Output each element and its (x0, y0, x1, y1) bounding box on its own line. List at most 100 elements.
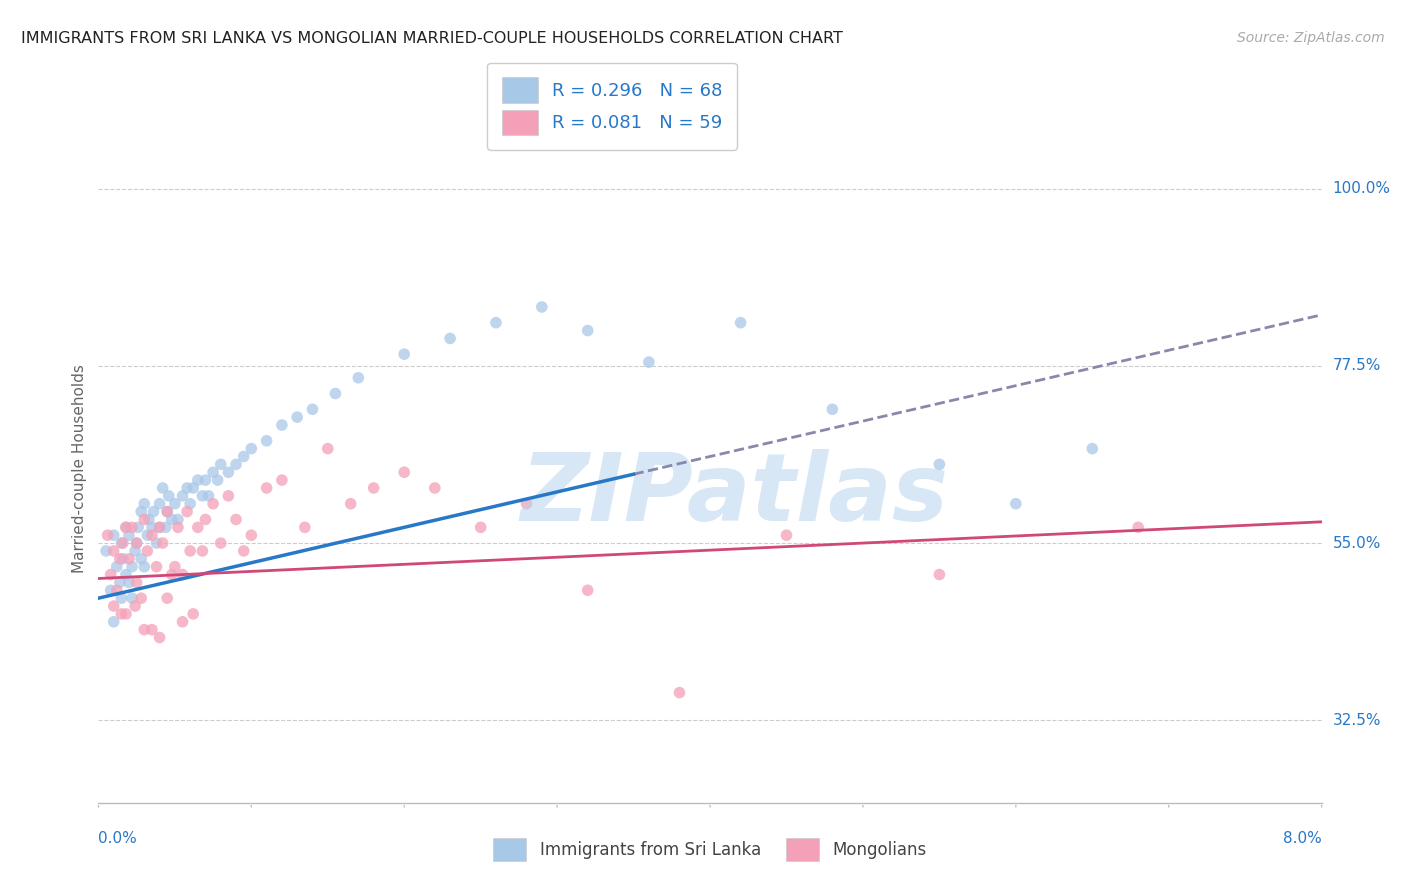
Point (209, 458, 232, 472)
Point (136, 528, 159, 542)
Point (167, 520, 190, 534)
Point (127, 520, 149, 534)
Point (115, 520, 138, 534)
Point (207, 473, 229, 487)
Point (232, 450, 254, 464)
Point (187, 473, 209, 487)
Point (125, 575, 148, 590)
Text: 77.5%: 77.5% (1333, 359, 1381, 374)
Point (94, 544, 117, 558)
Point (637, 355, 661, 369)
Point (149, 497, 172, 511)
Point (439, 331, 461, 345)
Point (232, 544, 254, 558)
Point (172, 567, 194, 582)
Point (515, 497, 537, 511)
Point (103, 599, 125, 613)
Point (339, 497, 361, 511)
Point (115, 607, 138, 621)
Point (108, 575, 131, 590)
Point (1081, 442, 1104, 456)
Point (240, 528, 263, 542)
Point (202, 497, 225, 511)
Point (285, 410, 308, 425)
Point (129, 551, 152, 566)
Point (392, 347, 416, 361)
Point (100, 567, 122, 582)
Point (121, 559, 143, 574)
Text: 0.0%: 0.0% (98, 830, 138, 846)
Point (129, 505, 152, 519)
Point (145, 559, 167, 574)
Point (118, 528, 141, 542)
Point (576, 583, 599, 598)
Point (111, 551, 134, 566)
Point (325, 386, 347, 401)
Point (485, 316, 508, 330)
Point (141, 520, 163, 534)
Point (209, 536, 232, 550)
Point (156, 591, 179, 606)
Point (730, 316, 752, 330)
Point (240, 442, 263, 456)
Point (179, 497, 201, 511)
Point (105, 559, 128, 574)
Point (294, 520, 316, 534)
Point (191, 489, 214, 503)
Point (163, 497, 186, 511)
Point (256, 434, 278, 448)
Point (105, 583, 128, 598)
Point (301, 402, 323, 417)
Point (103, 544, 125, 558)
Point (821, 402, 844, 417)
Point (110, 536, 132, 550)
Text: 100.0%: 100.0% (1333, 181, 1391, 196)
Point (316, 442, 339, 456)
Point (152, 536, 174, 550)
Point (134, 559, 156, 574)
Point (167, 512, 190, 526)
Point (108, 551, 131, 566)
Point (191, 544, 214, 558)
Point (423, 481, 446, 495)
Point (256, 481, 278, 495)
Point (217, 465, 239, 479)
Point (125, 536, 148, 550)
Point (163, 559, 186, 574)
Point (118, 575, 141, 590)
Point (110, 607, 132, 621)
Point (530, 300, 553, 314)
Point (115, 567, 138, 582)
Point (202, 465, 225, 479)
Point (129, 591, 152, 606)
Point (136, 544, 159, 558)
Point (124, 544, 146, 558)
Point (347, 371, 370, 385)
Y-axis label: Married-couple Households: Married-couple Households (72, 364, 87, 573)
Point (1004, 497, 1026, 511)
Point (134, 623, 156, 637)
Point (157, 489, 180, 503)
Point (103, 615, 125, 629)
Point (197, 489, 219, 503)
Point (155, 520, 177, 534)
Point (149, 520, 172, 534)
Point (928, 458, 950, 472)
Point (156, 505, 179, 519)
Point (1128, 520, 1150, 534)
Point (363, 481, 385, 495)
Point (118, 551, 141, 566)
Point (145, 536, 167, 550)
Legend: Immigrants from Sri Lanka, Mongolians: Immigrants from Sri Lanka, Mongolians (479, 824, 941, 875)
Point (576, 324, 599, 338)
Point (270, 473, 294, 487)
Point (181, 481, 204, 495)
Point (176, 481, 198, 495)
Point (142, 505, 165, 519)
Point (176, 505, 198, 519)
Point (187, 520, 209, 534)
Point (149, 520, 172, 534)
Text: ZIPatlas: ZIPatlas (520, 449, 949, 541)
Point (103, 528, 125, 542)
Point (194, 512, 217, 526)
